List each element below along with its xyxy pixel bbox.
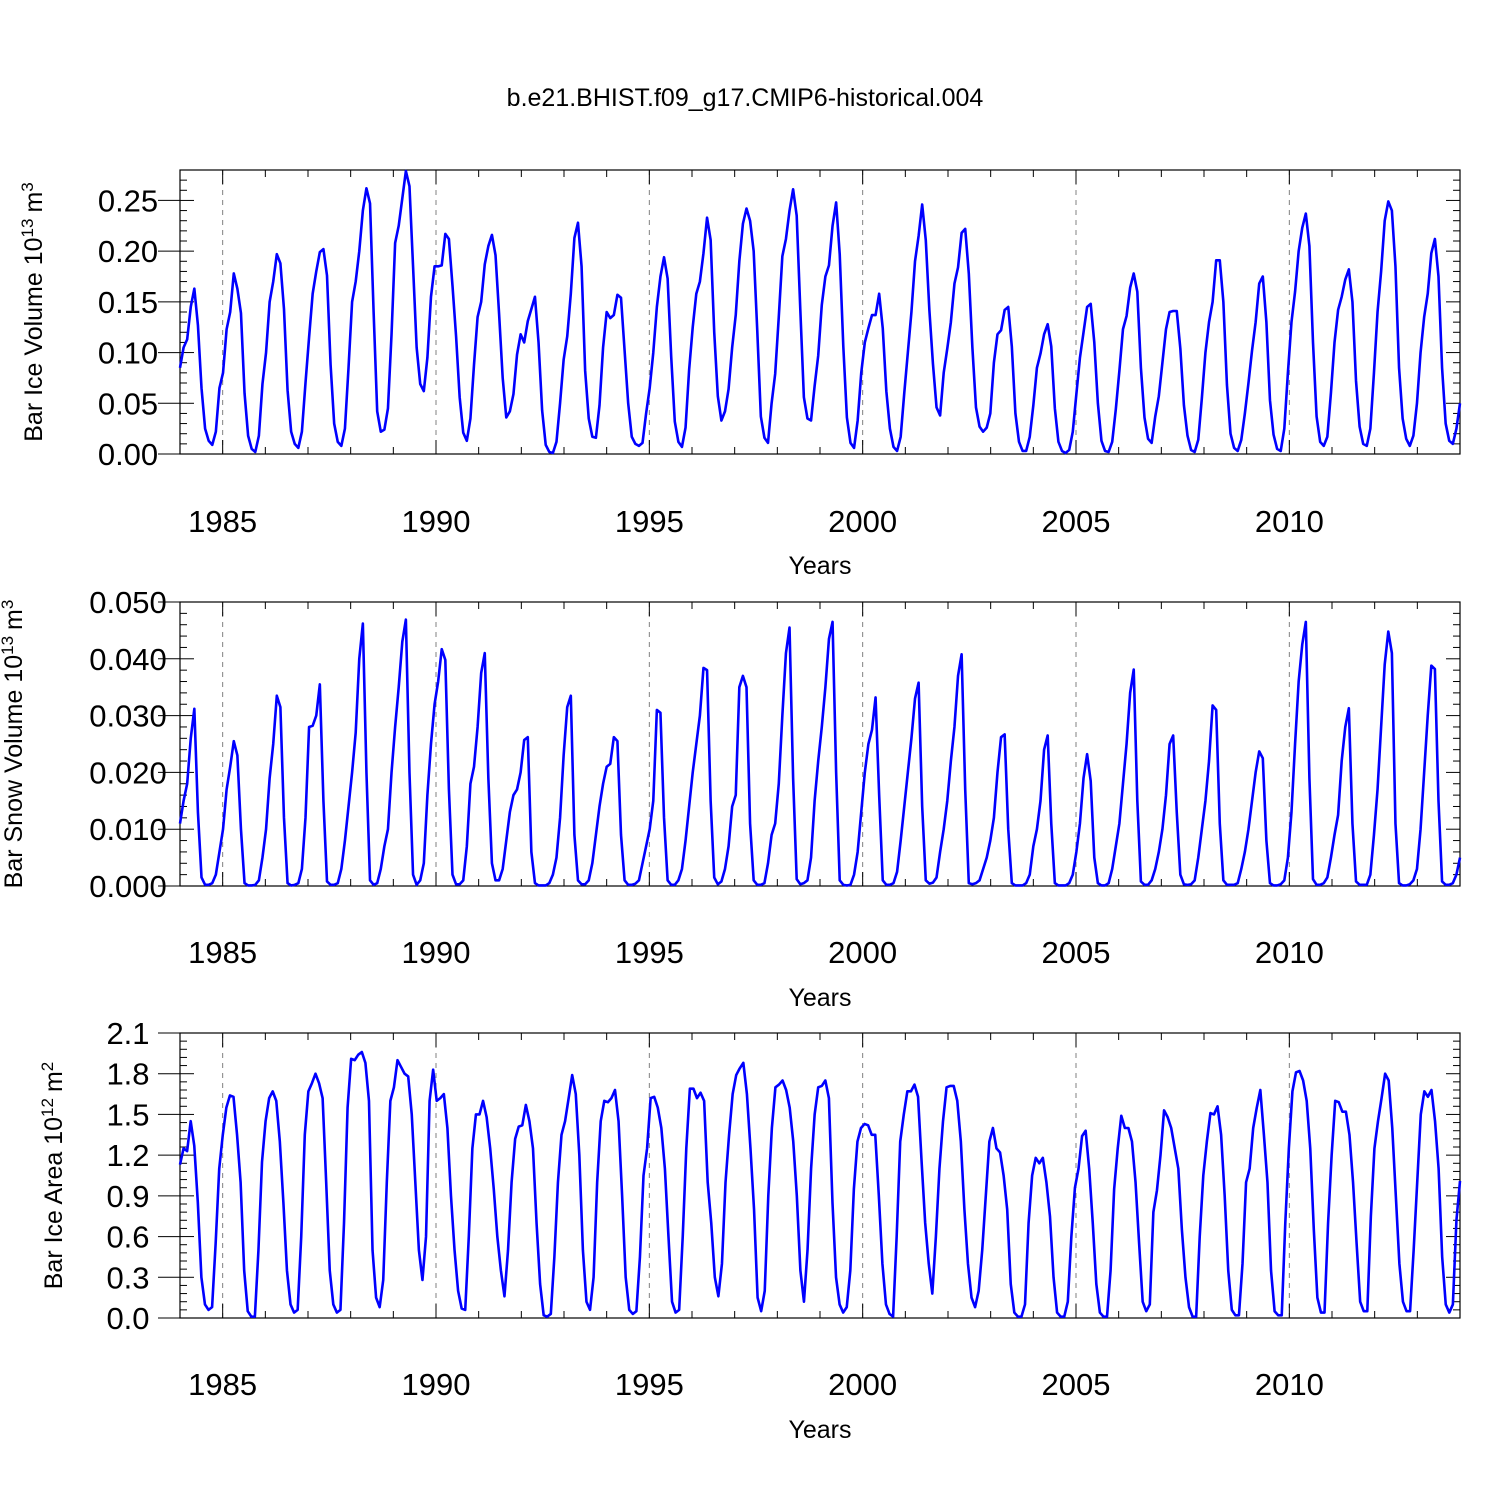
y-tick-label: 0.15	[98, 285, 158, 320]
ylabel-unit-exp: 3	[0, 600, 17, 609]
y-tick-label: 0.20	[98, 234, 158, 269]
figure-title: b.e21.BHIST.f09_g17.CMIP6-historical.004	[507, 84, 984, 112]
panel-ice-volume: 1985 1990 1995 2000 2005 2010 0.00 0.05 0.10 0.15…	[18, 169, 1462, 580]
y-tick-label: 1.8	[106, 1057, 149, 1092]
y-tick-label: 0.000	[89, 869, 167, 904]
ylabel-main: Bar Ice Area 10	[40, 1117, 68, 1289]
y-tick-label: 0.0	[106, 1301, 149, 1336]
series-line-group	[178, 169, 1462, 455]
ylabel: Bar Ice Volume 1013 m3	[18, 182, 49, 442]
x-tick-label: 2010	[1255, 504, 1324, 539]
series-line-group	[178, 1050, 1462, 1318]
ylabel: Bar Snow Volume 1013 m3	[0, 600, 28, 889]
series-line	[178, 169, 1462, 455]
x-tick-label: 2005	[1042, 935, 1111, 970]
x-tick-label: 1990	[402, 504, 471, 539]
y-tick-label: 0.050	[89, 585, 167, 620]
axes-frame: 1985 1990 1995 2000 2005 2010 0.000 0.010 0.020 0…	[89, 585, 1461, 970]
y-tick-label: 0.10	[98, 336, 158, 371]
x-tick-label: 2005	[1042, 1367, 1111, 1402]
xlabel: Years	[788, 984, 851, 1012]
xlabel: Years	[788, 1416, 851, 1444]
y-tick-label: 0.6	[106, 1220, 149, 1255]
series-line-group	[178, 618, 1462, 887]
x-tick-label: 1990	[402, 1367, 471, 1402]
y-tick-label: 0.030	[89, 699, 167, 734]
ylabel-main: Bar Ice Volume 10	[20, 237, 48, 441]
x-tick-label: 1985	[188, 504, 257, 539]
y-tick-label: 0.05	[98, 386, 158, 421]
y-tick-label: 0.00	[98, 437, 158, 472]
x-tick-label: 2005	[1042, 504, 1111, 539]
ylabel-exp: 13	[0, 636, 17, 655]
y-tick-label: 0.020	[89, 755, 167, 790]
ylabel-main: Bar Snow Volume 10	[0, 655, 28, 888]
x-tick-label: 2010	[1255, 1367, 1324, 1402]
series-line	[178, 618, 1462, 887]
y-tick-label: 1.2	[106, 1138, 149, 1173]
x-tick-label: 2000	[828, 504, 897, 539]
y-tick-label: 1.5	[106, 1097, 149, 1132]
x-tick-label: 1995	[615, 1367, 684, 1402]
x-tick-label: 1985	[188, 935, 257, 970]
axes-frame: 1985 1990 1995 2000 2005 2010 0.00 0.05 0.10 0.15…	[98, 169, 1461, 539]
panel-ice-area: 1985 1990 1995 2000 2005 2010 0.0 0.3 0.6 0.9 1.2 1…	[38, 1016, 1462, 1444]
y-tick-label: 0.25	[98, 183, 158, 218]
y-tick-label: 0.9	[106, 1179, 149, 1214]
x-tick-label: 1995	[615, 504, 684, 539]
ylabel-unit: m	[20, 192, 48, 213]
y-tick-label: 0.040	[89, 642, 167, 677]
x-tick-label: 2000	[828, 935, 897, 970]
x-tick-label: 1985	[188, 1367, 257, 1402]
y-tick-label: 0.010	[89, 812, 167, 847]
ylabel-unit: m	[40, 1071, 68, 1092]
ylabel-unit-exp: 3	[18, 182, 37, 191]
x-tick-label: 1990	[402, 935, 471, 970]
ylabel-exp: 13	[18, 219, 37, 238]
panel-snow-volume: 1985 1990 1995 2000 2005 2010 0.000 0.010 0.020 0…	[0, 585, 1462, 1012]
xlabel: Years	[788, 552, 851, 580]
series-line	[178, 1050, 1462, 1318]
x-tick-label: 2010	[1255, 935, 1324, 970]
axes-frame: 1985 1990 1995 2000 2005 2010 0.0 0.3 0.6 0.9 1.2 1…	[106, 1016, 1461, 1402]
ylabel-unit-exp: 2	[38, 1062, 57, 1071]
ylabel-unit: m	[0, 609, 28, 630]
x-tick-label: 2000	[828, 1367, 897, 1402]
ylabel: Bar Ice Area 1012 m2	[38, 1062, 69, 1290]
x-tick-label: 1995	[615, 935, 684, 970]
ylabel-exp: 12	[38, 1098, 57, 1117]
y-tick-label: 0.3	[106, 1260, 149, 1295]
y-tick-label: 2.1	[106, 1016, 149, 1051]
